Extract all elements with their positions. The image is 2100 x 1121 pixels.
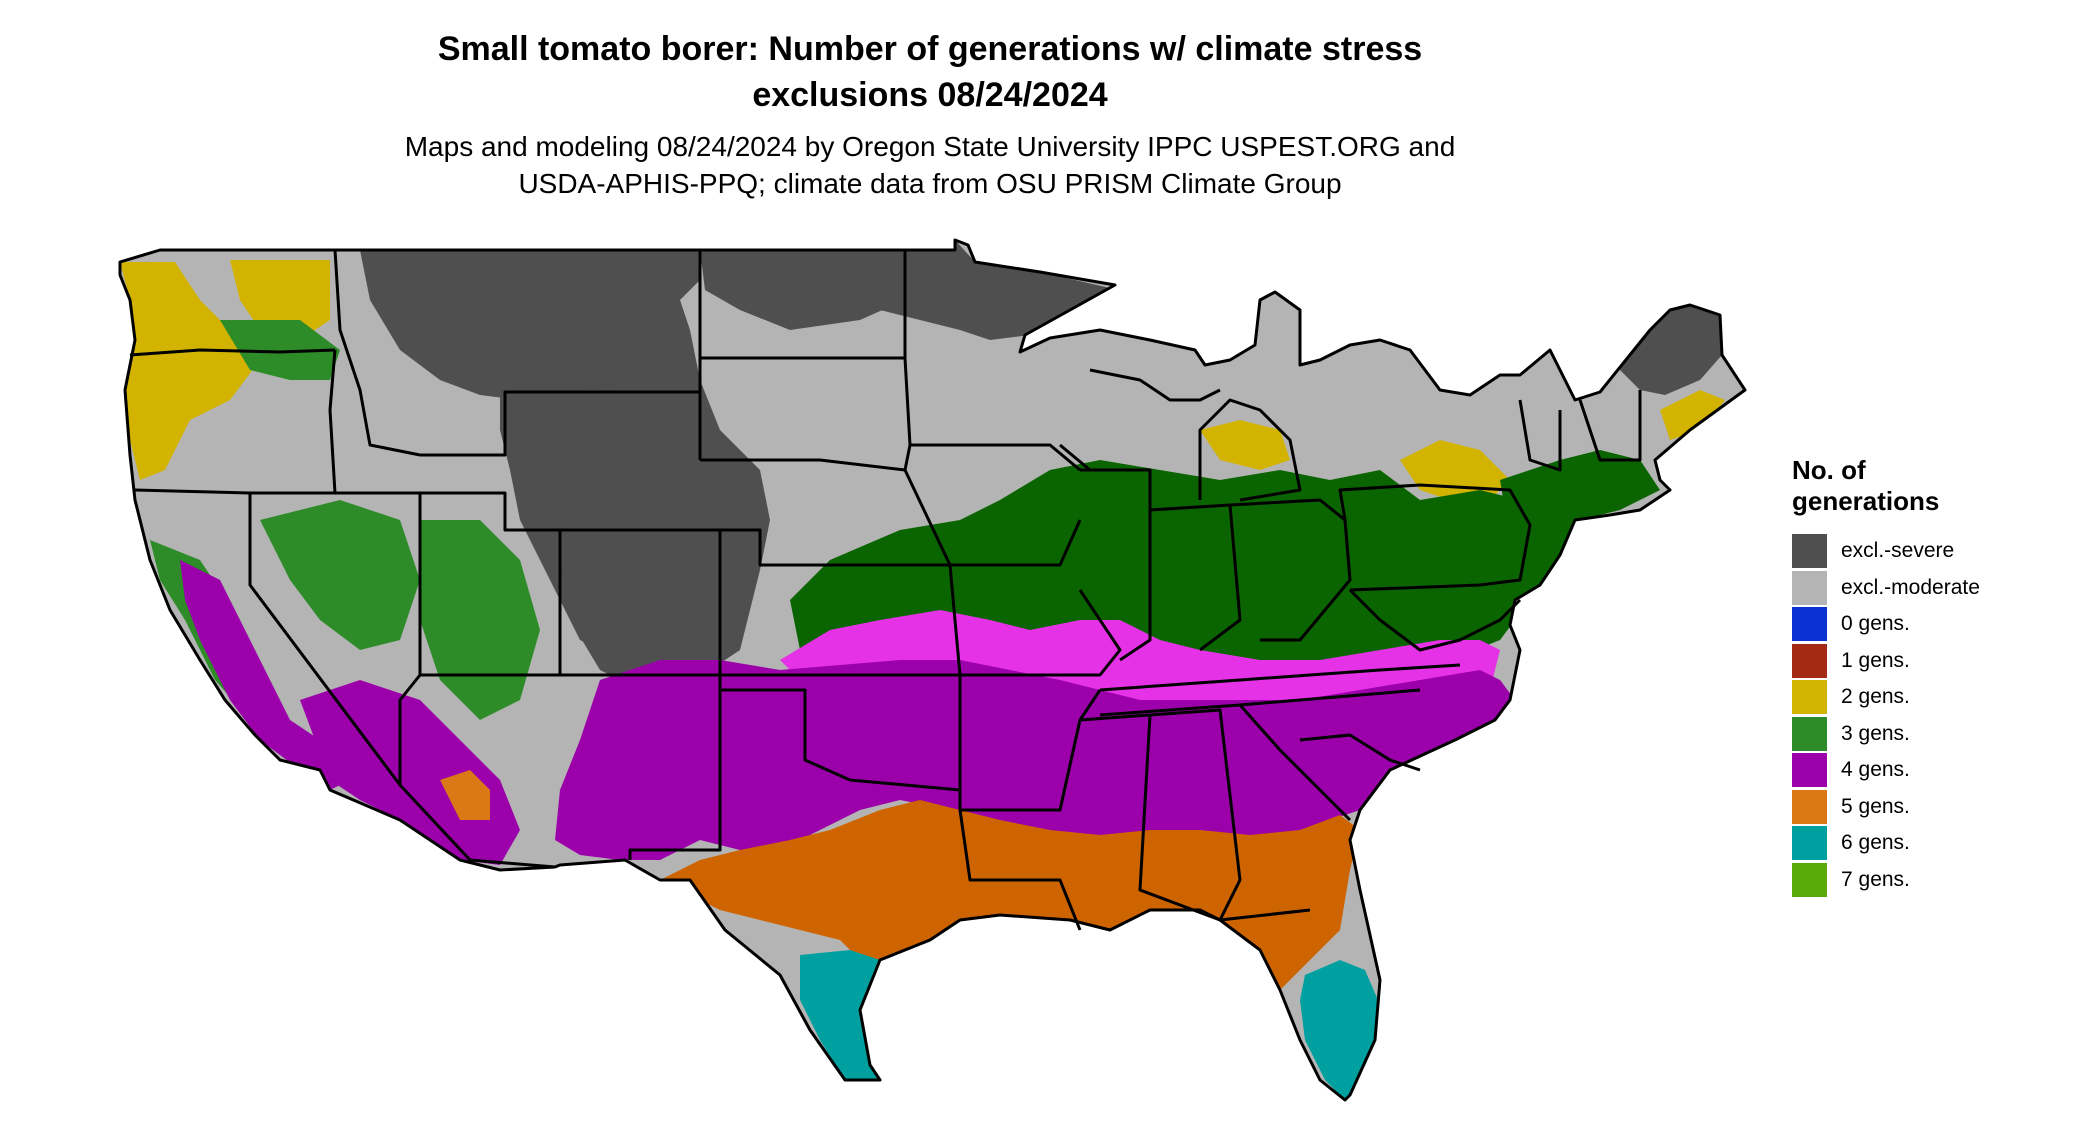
legend-swatch	[1792, 789, 1827, 824]
border-nm	[560, 673, 722, 860]
map-subtitle-line2: USDA-APHIS-PPQ; climate data from OSU PR…	[518, 168, 1342, 199]
legend-swatch	[1792, 862, 1827, 897]
zone-3gens-ne	[1500, 450, 1660, 600]
generation-zones	[120, 240, 1745, 1100]
zone-3gens-pnw	[220, 320, 340, 380]
border-sd-ne	[700, 458, 906, 472]
legend-item: 7 gens.	[1792, 862, 2052, 899]
border-az-nm	[398, 674, 556, 869]
border-in-oh	[1149, 503, 1242, 652]
legend-label: 5 gens.	[1841, 794, 1910, 818]
border-nc-sc	[1299, 733, 1421, 772]
border-la	[958, 809, 1082, 931]
legend-items: excl.-severe excl.-moderate 0 gens. 1 ge…	[1792, 533, 2052, 898]
legend-title-line2: generations	[1792, 486, 1940, 516]
map-title: Small tomato borer: Number of generation…	[0, 26, 1860, 118]
state-borders	[118, 238, 1747, 1102]
legend-label: 6 gens.	[1841, 831, 1910, 855]
border-ne-ks	[720, 528, 950, 567]
zone-2gens-ne-coast	[1660, 390, 1725, 440]
legend-item: 0 gens.	[1792, 606, 2052, 643]
legend-label: 4 gens.	[1841, 758, 1910, 782]
border-wa-or	[129, 348, 336, 357]
legend-swatch	[1792, 826, 1827, 861]
legend-swatch	[1792, 570, 1827, 605]
border-oh-pa	[1229, 498, 1352, 642]
legend-swatch	[1792, 716, 1827, 751]
border-mi-upper	[1089, 368, 1221, 402]
legend-label: 1 gens.	[1841, 648, 1910, 672]
zone-2gens-mi	[1200, 420, 1290, 470]
legend-label: 2 gens.	[1841, 685, 1910, 709]
border-va-wv	[1348, 588, 1522, 652]
legend: No. of generations excl.-severe excl.-mo…	[1792, 455, 2052, 898]
legend-label: excl.-severe	[1841, 539, 1955, 563]
legend-item: 6 gens.	[1792, 825, 2052, 862]
legend-item: 1 gens.	[1792, 643, 2052, 680]
border-tn-ky	[1099, 663, 1461, 692]
border-or-ca	[134, 488, 251, 495]
border-pa-ny	[1338, 483, 1532, 592]
zone-excl-severe-co	[560, 540, 700, 690]
zone-5gens-az	[440, 770, 490, 820]
legend-label: 7 gens.	[1841, 867, 1910, 891]
border-id-east	[333, 249, 421, 457]
zone-excl-severe-north	[360, 250, 700, 410]
border-ga-sc	[1238, 704, 1352, 822]
border-mi-lower	[1198, 398, 1302, 502]
legend-swatch	[1792, 534, 1827, 569]
legend-swatch	[1792, 753, 1827, 788]
zone-5gens-gulf	[660, 800, 1360, 990]
legend-title: No. of generations	[1792, 455, 2052, 517]
zone-6gens-tx	[800, 950, 880, 1080]
border-ok-tx	[720, 688, 961, 792]
map-subtitle-line1: Maps and modeling 08/24/2024 by Oregon S…	[404, 131, 1456, 162]
border-mt-wy	[420, 390, 700, 457]
border-ar	[958, 675, 1102, 812]
zone-3gens-co	[420, 520, 540, 720]
border-ny-vt	[1518, 399, 1562, 472]
us-outline	[118, 238, 1747, 1102]
zone-excl-severe-mn	[880, 240, 1110, 340]
legend-item: excl.-moderate	[1792, 570, 2052, 607]
zone-3gens-utah	[260, 500, 420, 650]
map-subtitle: Maps and modeling 08/24/2024 by Oregon S…	[0, 128, 1860, 202]
legend-swatch	[1792, 643, 1827, 678]
map-title-line2: exclusions 08/24/2024	[752, 76, 1108, 114]
zone-4gens-south	[555, 660, 1515, 860]
legend-item: 3 gens.	[1792, 716, 2052, 753]
legend-item: 2 gens.	[1792, 679, 2052, 716]
legend-item: 5 gens.	[1792, 789, 2052, 826]
legend-label: 3 gens.	[1841, 721, 1910, 745]
border-tn-south	[1099, 688, 1421, 717]
legend-swatch	[1792, 607, 1827, 642]
zone-4gens-ca	[180, 560, 350, 790]
border-nv-ca	[248, 493, 402, 786]
border-ms-al	[1079, 713, 1221, 922]
legend-title-line1: No. of	[1792, 455, 1866, 485]
border-al-ga	[1149, 708, 1311, 922]
zone-6gens-fl	[1300, 960, 1378, 1100]
legend-item: 4 gens.	[1792, 752, 2052, 789]
legend-label: excl.-moderate	[1841, 575, 1980, 599]
map-title-line1: Small tomato borer: Number of generation…	[437, 30, 1423, 68]
zone-excl-severe-nd	[700, 250, 905, 330]
zone-2gens-pacific	[120, 262, 260, 480]
border-nh-me	[1578, 390, 1642, 462]
legend-item: excl.-severe	[1792, 533, 2052, 570]
border-mo	[948, 564, 1122, 677]
legend-label: 0 gens.	[1841, 612, 1910, 636]
border-id-west	[328, 349, 337, 494]
legend-swatch	[1792, 680, 1827, 715]
